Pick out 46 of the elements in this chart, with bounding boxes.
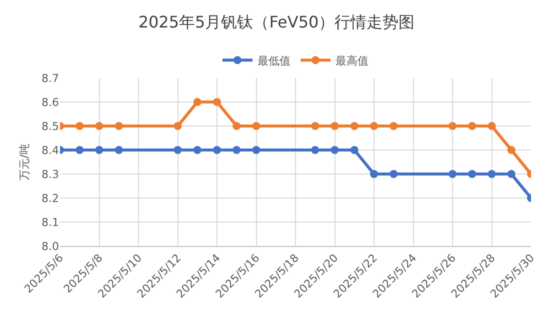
point [114, 122, 123, 130]
point [350, 146, 358, 154]
y-tick-label: 8.3 [42, 168, 59, 181]
point [252, 122, 260, 130]
point [507, 170, 516, 178]
point [95, 122, 104, 130]
point [468, 170, 476, 178]
y-tick-label: 8.0 [42, 240, 59, 253]
point [448, 170, 456, 178]
point [311, 146, 320, 154]
point [174, 146, 182, 154]
y-tick-label: 8.1 [42, 216, 59, 229]
point [193, 98, 202, 106]
y-tick-label: 8.7 [42, 72, 59, 85]
point [213, 146, 221, 154]
point [213, 98, 221, 106]
point [488, 122, 496, 130]
point [507, 146, 516, 154]
point [114, 146, 123, 154]
y-tick-label: 8.4 [42, 144, 59, 157]
point [488, 170, 496, 178]
y-tick-label: 8.6 [42, 96, 59, 109]
legend-label: 最低值 [258, 54, 290, 68]
y-tick-label: 8.5 [42, 120, 59, 133]
y-axis-title: 万元/吨 [18, 144, 31, 180]
point [232, 146, 241, 154]
legend-label: 最高值 [336, 54, 368, 68]
chart-title: 2025年5月钒钛（FeV50）行情走势图 [138, 12, 415, 32]
point [232, 122, 241, 130]
point [193, 146, 202, 154]
point [350, 122, 358, 130]
point [370, 122, 378, 130]
point [390, 170, 398, 178]
point [390, 122, 398, 130]
point [330, 146, 339, 154]
point [468, 122, 476, 130]
y-tick-label: 8.2 [42, 192, 59, 205]
point [76, 122, 84, 130]
point [448, 122, 456, 130]
point [370, 170, 378, 178]
point [311, 122, 320, 130]
point [252, 146, 260, 154]
point [95, 146, 104, 154]
point [76, 146, 84, 154]
point [174, 122, 182, 130]
point [330, 122, 339, 130]
